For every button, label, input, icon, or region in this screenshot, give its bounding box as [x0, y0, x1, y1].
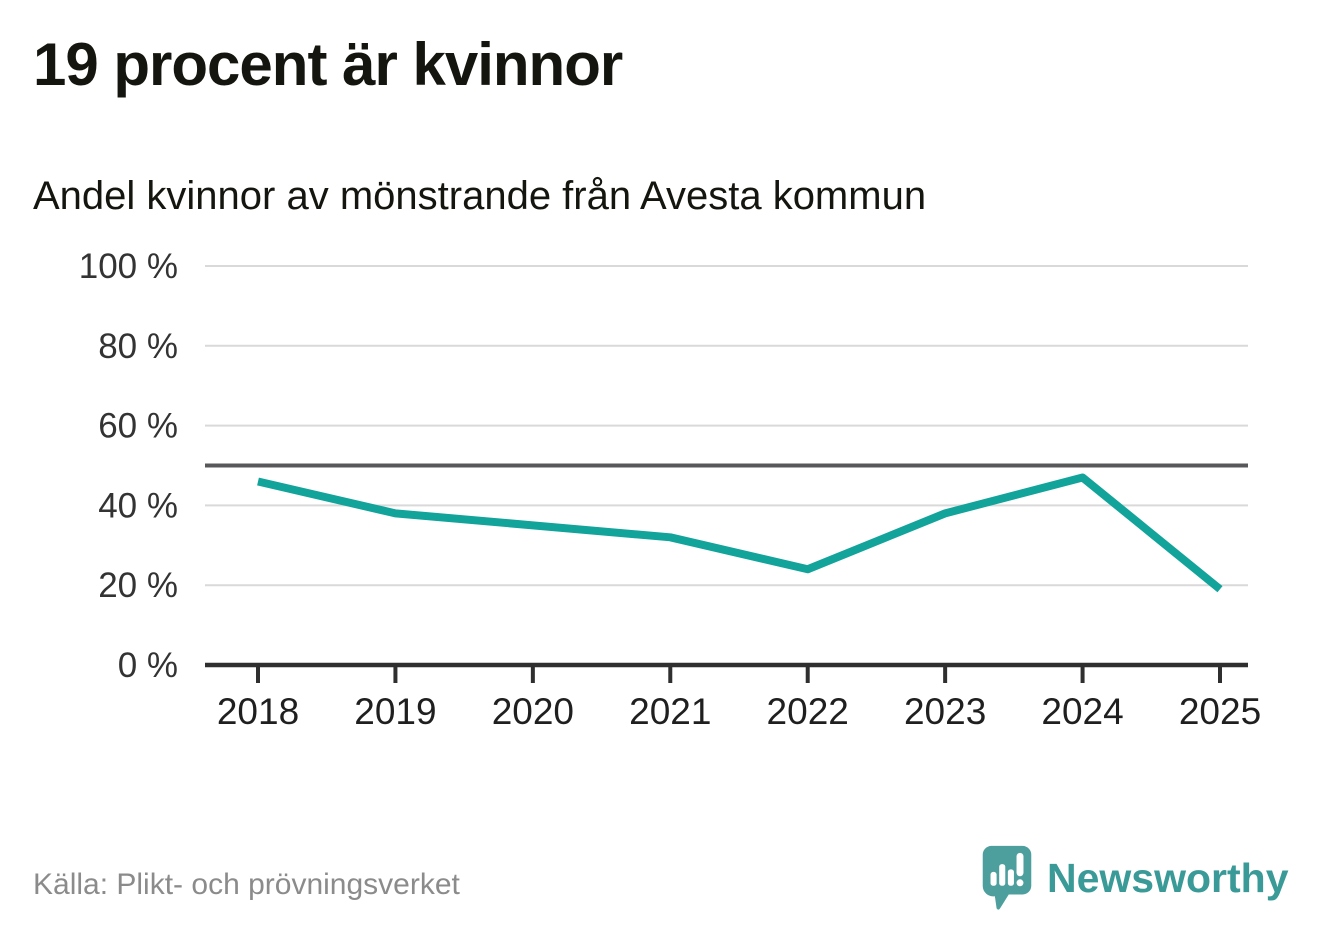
brand-name: Newsworthy	[1047, 854, 1289, 901]
svg-text:2023: 2023	[904, 691, 986, 732]
brand-logo: Newsworthy	[981, 843, 1289, 913]
speech-bubble-shape	[982, 845, 1032, 910]
svg-text:20 %: 20 %	[98, 566, 178, 605]
svg-text:2025: 2025	[1179, 691, 1261, 732]
svg-text:80 %: 80 %	[98, 327, 178, 366]
svg-text:2022: 2022	[767, 691, 849, 732]
exclamation-stem	[1016, 852, 1024, 877]
bar-3	[1007, 869, 1014, 886]
exclamation-dot	[1016, 879, 1024, 887]
svg-text:2019: 2019	[354, 691, 436, 732]
page-title: 19 procent är kvinnor	[33, 31, 623, 98]
svg-text:0 %: 0 %	[118, 646, 178, 685]
source-note: Källa: Plikt- och prövningsverket	[33, 868, 460, 901]
bar-1	[990, 871, 997, 886]
newsworthy-bar-chart-bubble-icon	[982, 845, 1032, 910]
bar-2	[999, 864, 1006, 886]
chart-subtitle: Andel kvinnor av mönstrande från Avesta …	[33, 174, 927, 218]
svg-text:2021: 2021	[629, 691, 711, 732]
svg-text:60 %: 60 %	[98, 407, 178, 446]
svg-text:2018: 2018	[217, 691, 299, 732]
svg-text:100 %: 100 %	[79, 247, 178, 286]
svg-text:40 %: 40 %	[98, 486, 178, 525]
svg-text:2024: 2024	[1041, 691, 1123, 732]
svg-text:2020: 2020	[492, 691, 574, 732]
